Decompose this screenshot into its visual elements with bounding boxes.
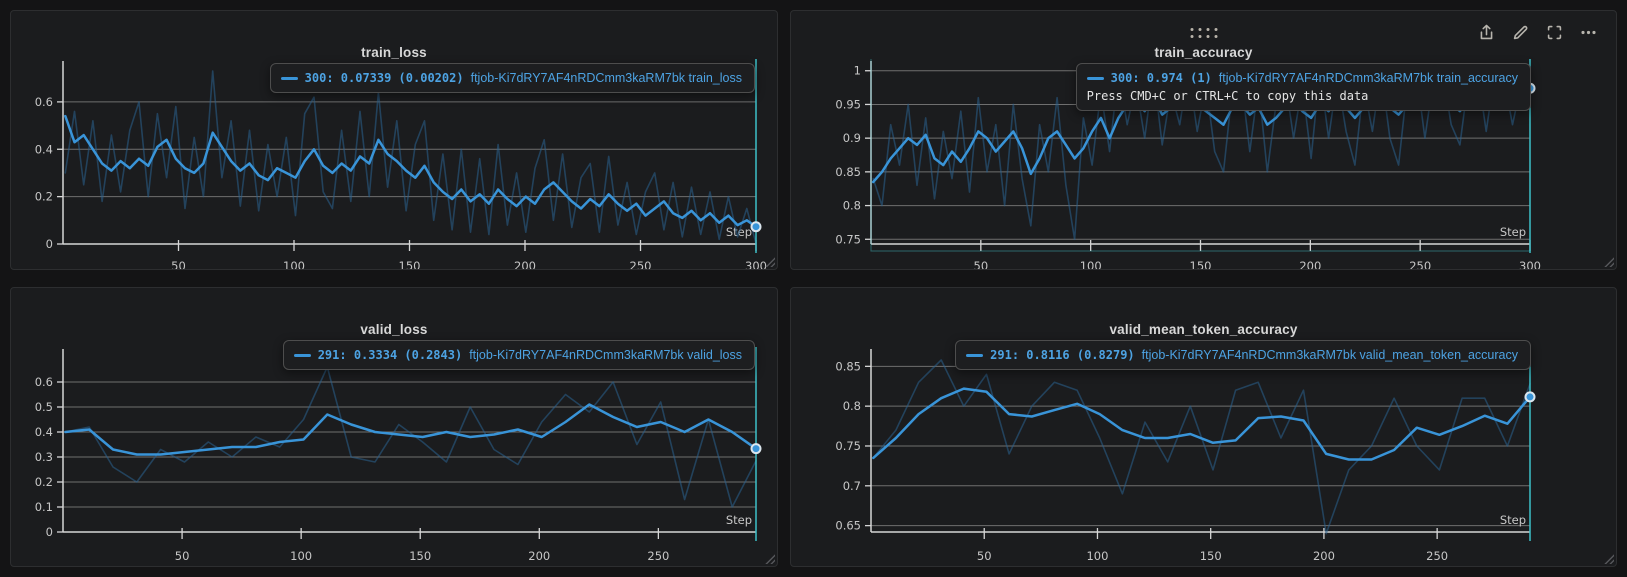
svg-text:200: 200 xyxy=(528,549,550,563)
svg-text:200: 200 xyxy=(514,259,536,269)
svg-text:200: 200 xyxy=(1299,259,1321,269)
chart-tooltip: 300: 0.974 (1) ftjob-Ki7dRY7AF4nRDCmm3ka… xyxy=(1075,63,1531,111)
svg-text:50: 50 xyxy=(171,259,186,269)
svg-text:0.95: 0.95 xyxy=(835,97,861,111)
svg-text:100: 100 xyxy=(283,259,305,269)
svg-text:0.75: 0.75 xyxy=(835,232,861,246)
svg-text:0.3: 0.3 xyxy=(35,450,53,464)
share-icon[interactable] xyxy=(1477,23,1496,42)
tooltip-value: 300: 0.07339 (0.00202) xyxy=(304,71,464,85)
svg-text:Step: Step xyxy=(1500,225,1526,239)
svg-text:250: 250 xyxy=(647,549,669,563)
svg-text:300: 300 xyxy=(745,259,767,269)
svg-text:250: 250 xyxy=(1426,549,1448,563)
svg-text:0.7: 0.7 xyxy=(843,479,861,493)
panel-train-accuracy: train_accuracy 0.75 0.8 0.85 0.9 0.95 1 50 100 1… xyxy=(790,10,1617,270)
tooltip-value: 300: 0.974 (1) xyxy=(1110,71,1212,85)
chart-title: valid_mean_token_accuracy xyxy=(1109,322,1298,337)
svg-text:0.5: 0.5 xyxy=(35,400,53,414)
chart-tooltip: 300: 0.07339 (0.00202) ftjob-Ki7dRY7AF4n… xyxy=(269,63,755,93)
svg-text:150: 150 xyxy=(409,549,431,563)
tooltip-value: 291: 0.3334 (0.2843) xyxy=(317,348,463,362)
svg-text:150: 150 xyxy=(399,259,421,269)
svg-text:100: 100 xyxy=(290,549,312,563)
series-color-swatch xyxy=(1086,76,1104,80)
svg-text:150: 150 xyxy=(1190,259,1212,269)
tooltip-series-label: ftjob-Ki7dRY7AF4nRDCmm3kaRM7bk valid_los… xyxy=(469,348,742,362)
panel-drag-handle[interactable] xyxy=(1190,28,1217,38)
panel-resize-handle[interactable] xyxy=(764,256,775,267)
fullscreen-icon[interactable] xyxy=(1545,23,1564,42)
panel-resize-handle[interactable] xyxy=(1603,256,1614,267)
svg-text:50: 50 xyxy=(977,549,992,563)
svg-text:0.8: 0.8 xyxy=(843,399,861,413)
svg-text:0.85: 0.85 xyxy=(835,359,861,373)
svg-text:250: 250 xyxy=(630,259,652,269)
chart-title: valid_loss xyxy=(360,322,428,337)
series-color-swatch xyxy=(280,76,298,80)
svg-text:0.2: 0.2 xyxy=(35,190,53,204)
svg-text:0: 0 xyxy=(46,237,53,251)
svg-text:0.1: 0.1 xyxy=(35,500,53,514)
svg-text:150: 150 xyxy=(1200,549,1222,563)
panel-valid-loss: valid_loss 0 0.1 0.2 0.3 0.4 0.5 0.6 50 100 150 20… xyxy=(10,287,778,567)
svg-text:250: 250 xyxy=(1409,259,1431,269)
panel-valid-mean-token-accuracy: valid_mean_token_accuracy 0.65 0.7 0.75 0.8… xyxy=(790,287,1617,567)
chart-title: train_loss xyxy=(361,45,427,60)
tooltip-copy-hint: Press CMD+C or CTRL+C to copy this data xyxy=(1086,89,1369,103)
series-color-swatch xyxy=(293,353,311,357)
svg-text:0.9: 0.9 xyxy=(843,131,861,145)
svg-text:0.75: 0.75 xyxy=(835,439,861,453)
svg-text:0: 0 xyxy=(46,525,53,539)
chart-tooltip: 291: 0.3334 (0.2843) ftjob-Ki7dRY7AF4nRD… xyxy=(282,340,755,370)
valid-loss-chart[interactable]: 0 0.1 0.2 0.3 0.4 0.5 0.6 50 100 150 200 250 Step xyxy=(11,336,777,566)
tooltip-series-label: ftjob-Ki7dRY7AF4nRDCmm3kaRM7bk train_acc… xyxy=(1218,71,1518,85)
svg-text:Step: Step xyxy=(1500,513,1526,527)
svg-text:1: 1 xyxy=(854,64,861,78)
svg-text:200: 200 xyxy=(1313,549,1335,563)
svg-text:50: 50 xyxy=(974,259,989,269)
tooltip-series-label: ftjob-Ki7dRY7AF4nRDCmm3kaRM7bk train_los… xyxy=(470,71,742,85)
svg-text:300: 300 xyxy=(1519,259,1541,269)
panel-train-loss: train_loss 0 0.2 0.4 0.6 50 100 150 200 250 300 St… xyxy=(10,10,778,270)
svg-text:0.85: 0.85 xyxy=(835,165,861,179)
edit-icon[interactable] xyxy=(1511,23,1530,42)
svg-text:0.6: 0.6 xyxy=(35,95,53,109)
panel-toolbar xyxy=(1477,23,1598,42)
svg-text:100: 100 xyxy=(1086,549,1108,563)
series-color-swatch xyxy=(966,353,984,357)
svg-text:0.6: 0.6 xyxy=(35,375,53,389)
svg-text:0.8: 0.8 xyxy=(843,199,861,213)
svg-text:0.4: 0.4 xyxy=(35,142,53,156)
svg-text:0.4: 0.4 xyxy=(35,425,53,439)
svg-text:0.65: 0.65 xyxy=(835,519,861,533)
svg-text:100: 100 xyxy=(1080,259,1102,269)
chart-tooltip: 291: 0.8116 (0.8279) ftjob-Ki7dRY7AF4nRD… xyxy=(955,340,1531,370)
svg-text:Step: Step xyxy=(726,513,752,527)
svg-text:0.2: 0.2 xyxy=(35,475,53,489)
svg-text:50: 50 xyxy=(175,549,190,563)
tooltip-value: 291: 0.8116 (0.8279) xyxy=(990,348,1135,362)
more-icon[interactable] xyxy=(1579,23,1598,42)
chart-title: train_accuracy xyxy=(1154,45,1253,60)
valid-mean-token-accuracy-chart[interactable]: 0.65 0.7 0.75 0.8 0.85 50 100 150 200 250 Step xyxy=(791,336,1616,566)
tooltip-series-label: ftjob-Ki7dRY7AF4nRDCmm3kaRM7bk valid_mea… xyxy=(1141,348,1518,362)
panel-resize-handle[interactable] xyxy=(1603,553,1614,564)
panel-resize-handle[interactable] xyxy=(764,553,775,564)
